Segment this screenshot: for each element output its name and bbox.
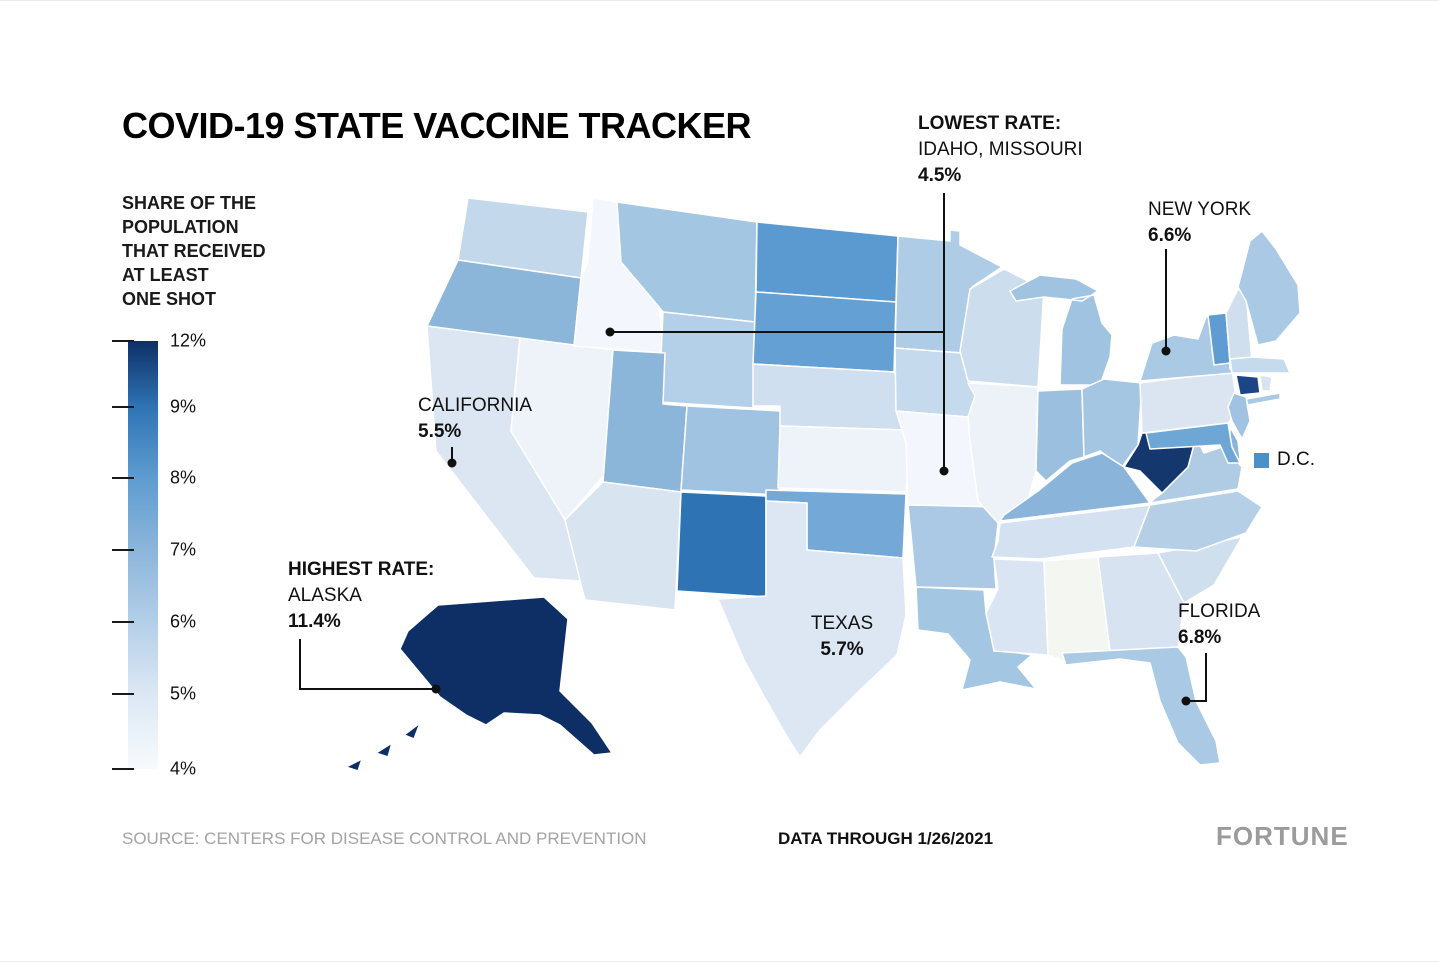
state-AR[interactable] [907,504,1001,590]
annotation-connectors [299,193,1207,706]
legend-label-line: AT LEAST [122,265,209,285]
dc-label: D.C. [1277,449,1315,470]
state-AZ[interactable] [564,481,682,611]
dc-legend: D.C. [1254,449,1315,471]
state-CT[interactable] [1235,374,1261,396]
state-KY[interactable] [999,452,1151,522]
state-NJ[interactable] [1227,392,1251,440]
state-OH[interactable] [1081,378,1143,468]
legend-label-line: POPULATION [122,217,239,237]
legend-label-line: THAT RECEIVED [122,241,266,261]
state-KS[interactable] [777,425,911,493]
state-RI[interactable] [1259,374,1273,392]
state-WY[interactable] [658,311,756,409]
missouri-dot [939,466,949,476]
state-ND[interactable] [755,221,899,303]
legend-label-line: ONE SHOT [122,289,217,309]
new-york-dot [1161,346,1171,356]
state-AK[interactable] [345,596,613,772]
state-ME[interactable] [1237,230,1301,346]
state-MA[interactable] [1229,356,1291,374]
florida-dot [1181,696,1191,706]
state-MD[interactable] [1145,422,1241,464]
page-title: COVID-19 STATE VACCINE TRACKER [122,105,752,146]
florida-elbow-line [1186,653,1207,702]
california-dot [447,458,457,468]
alaska-dot [431,684,441,694]
legend-label: SHARE OF THE POPULATION THAT RECEIVED AT… [122,191,266,311]
legend-gradient-bar [128,341,158,769]
alaska-elbow-line [299,639,436,690]
state-NC[interactable] [1133,490,1263,552]
legend-label-line: SHARE OF THE [122,193,257,213]
state-GA[interactable] [1097,552,1185,652]
state-NH[interactable] [1225,288,1253,364]
state-MI[interactable] [1009,274,1113,386]
state-CO[interactable] [680,405,782,496]
idaho-dot [605,327,615,337]
state-MS[interactable] [985,558,1049,656]
state-NM[interactable] [676,491,767,598]
state-FL[interactable] [1061,646,1221,766]
us-map-states [345,197,1301,772]
dc-color-swatch [1254,452,1269,468]
state-TX[interactable] [717,500,907,758]
